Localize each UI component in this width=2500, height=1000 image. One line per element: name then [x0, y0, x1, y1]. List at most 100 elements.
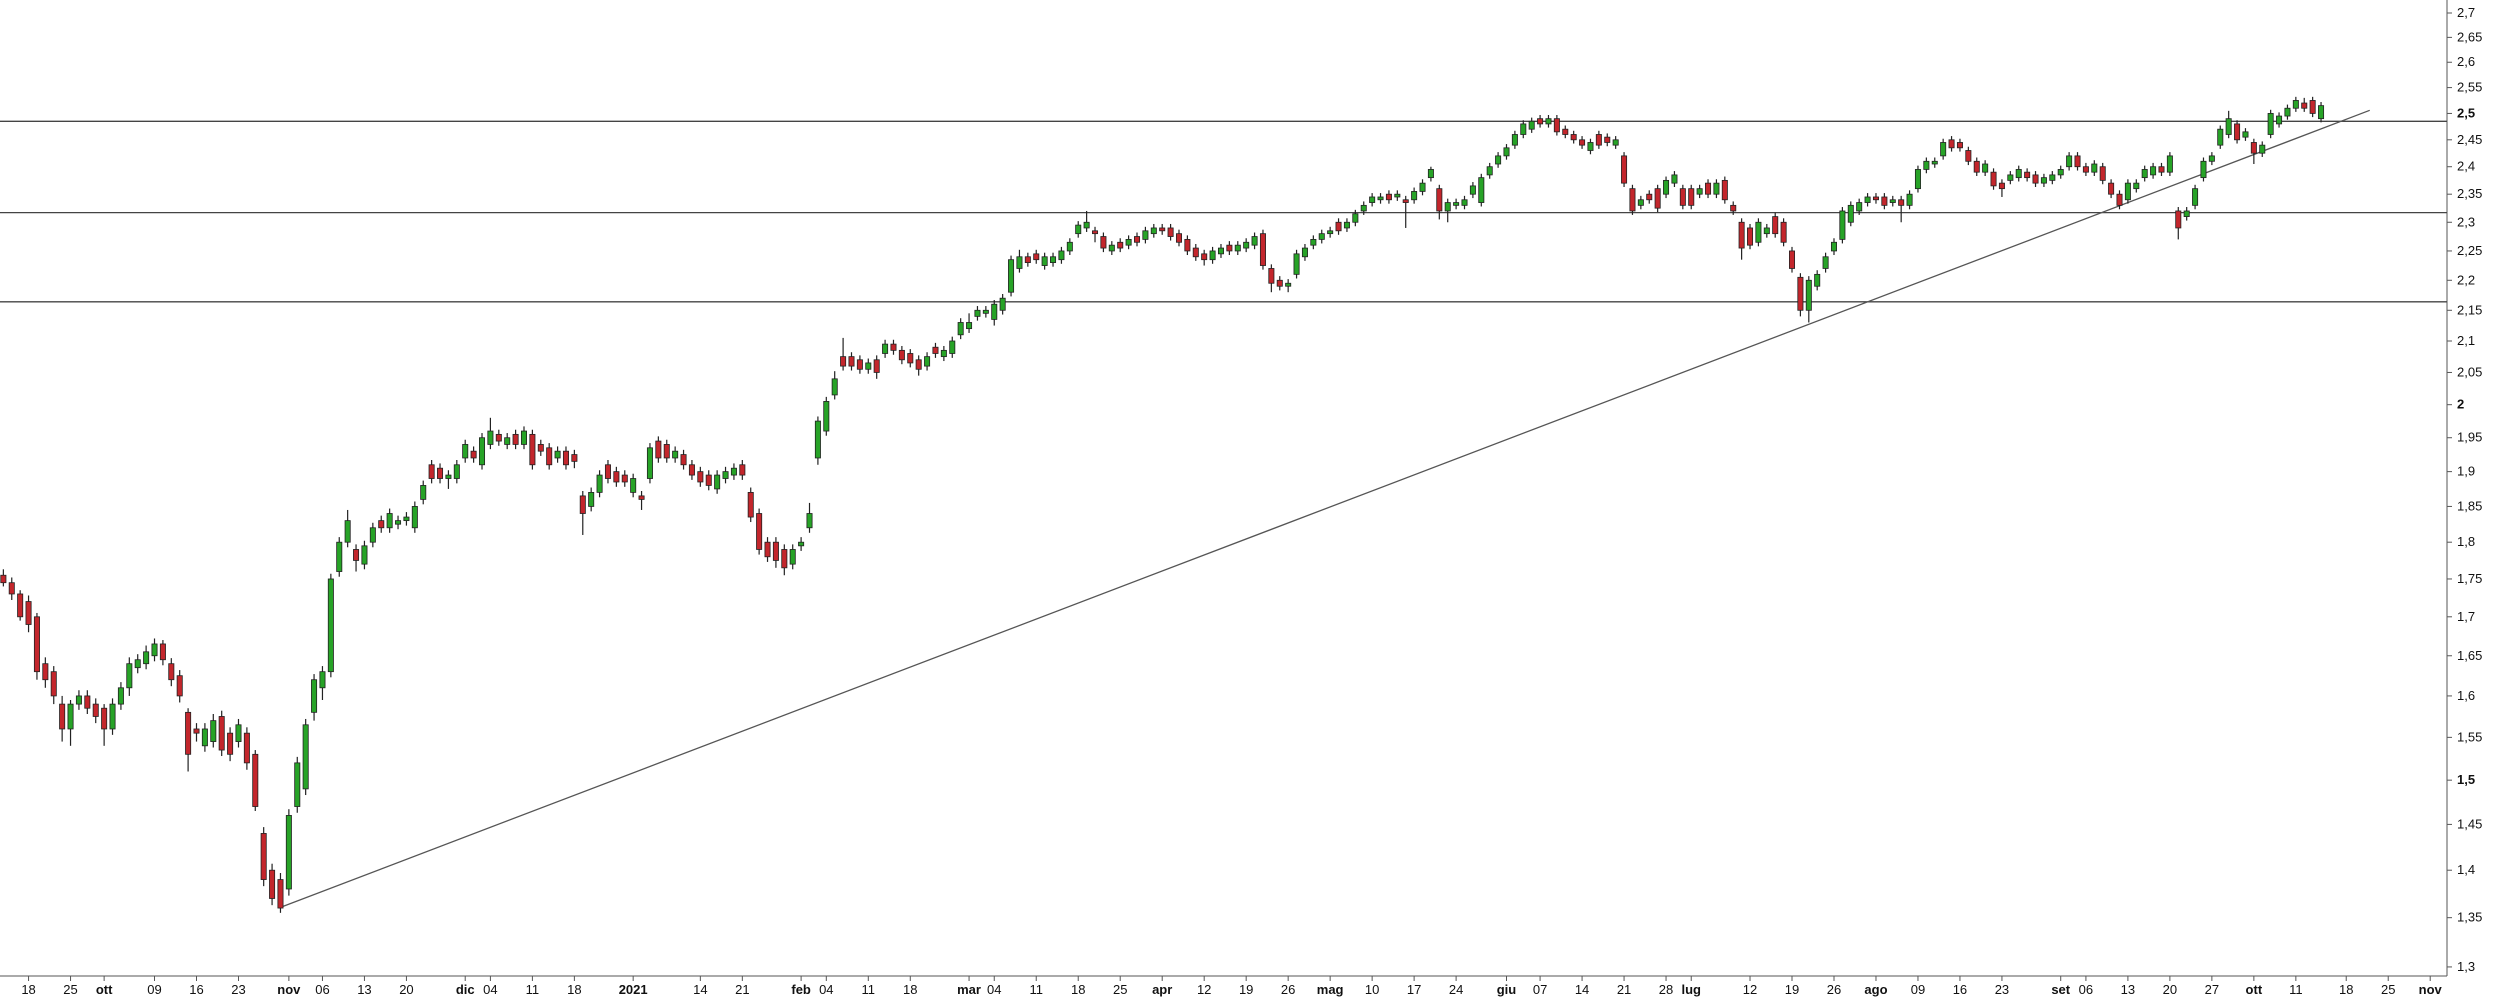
candle-body	[344, 520, 351, 543]
candle-body	[596, 474, 603, 493]
x-tick-label: 11	[862, 982, 876, 997]
candle-body	[1318, 233, 1325, 240]
candle-body	[1637, 199, 1644, 206]
candle-body	[1486, 166, 1493, 176]
candle-body	[243, 732, 250, 764]
candle-body	[1956, 142, 1963, 149]
candle-body	[806, 513, 813, 529]
candle-body	[1990, 171, 1997, 187]
candle-body	[974, 309, 981, 317]
candle-body	[159, 643, 166, 661]
y-tick-label: 2	[2457, 397, 2464, 412]
y-tick-label: 2,65	[2457, 29, 2482, 44]
candle-body	[117, 687, 124, 705]
x-tick-label: 24	[1449, 982, 1463, 997]
candle-body	[2057, 169, 2064, 176]
candle-body	[2259, 144, 2266, 154]
candle-body	[294, 762, 301, 807]
candle-body	[2091, 163, 2098, 173]
x-tick-label: 12	[1743, 982, 1757, 997]
candle-body	[1789, 250, 1796, 269]
candle-body	[1621, 155, 1628, 184]
candle-body	[311, 679, 318, 713]
candle-body	[646, 447, 653, 479]
candle-body	[1545, 118, 1552, 125]
candle-body	[1444, 202, 1451, 212]
x-tick-label: 11	[526, 982, 540, 997]
candle-body	[1083, 221, 1090, 229]
x-tick-label: 04	[483, 982, 497, 997]
candle-body	[2250, 142, 2257, 154]
candle-body	[1511, 134, 1518, 146]
candle-body	[403, 516, 410, 522]
candle-body	[1537, 118, 1544, 125]
candle-body	[1973, 160, 1980, 173]
x-tick-label: 07	[1533, 982, 1547, 997]
y-tick-label: 2,35	[2457, 186, 2482, 201]
candle-body	[2158, 166, 2165, 173]
candle-body	[1360, 204, 1367, 212]
candle-body	[437, 467, 444, 479]
candle-body	[1629, 188, 1636, 212]
candle-body	[8, 582, 15, 595]
x-tick-label: 14	[693, 982, 707, 997]
candle-body	[210, 720, 217, 742]
candle-body	[1705, 182, 1712, 195]
candle-body	[840, 356, 847, 367]
x-tick-label: mar	[957, 982, 981, 997]
candle-body	[2200, 160, 2207, 179]
candle-body	[2141, 169, 2148, 179]
candle-body	[143, 651, 150, 665]
candle-body	[2225, 118, 2232, 135]
x-tick-label: set	[2051, 982, 2070, 997]
candle-body	[604, 464, 611, 479]
x-tick-label: 2021	[619, 982, 648, 997]
candle-body	[1285, 282, 1292, 287]
candle-body	[1167, 227, 1174, 237]
candle-body	[67, 703, 74, 730]
x-tick-label: 20	[2163, 982, 2177, 997]
candle-body	[940, 349, 947, 358]
candle-body	[1579, 139, 1586, 146]
x-tick-label: 09	[147, 982, 161, 997]
candle-body	[571, 454, 578, 462]
candle-body	[1352, 213, 1359, 223]
candle-body	[2099, 166, 2106, 181]
candle-body	[621, 474, 628, 483]
candle-body	[865, 362, 872, 370]
candle-body	[126, 663, 133, 689]
candle-body	[1100, 236, 1107, 249]
candle-body	[2150, 166, 2157, 176]
candle-body	[453, 464, 460, 479]
candle-body	[2208, 155, 2215, 162]
x-tick-label: 18	[2339, 982, 2353, 997]
candle-body	[1931, 160, 1938, 165]
candle-body	[1243, 241, 1250, 249]
y-tick-label: 2,05	[2457, 364, 2482, 379]
candle-body	[1209, 250, 1216, 261]
x-tick-label: 13	[2121, 982, 2135, 997]
candle-body	[1327, 230, 1334, 235]
candle-body	[730, 467, 737, 476]
candle-body	[2292, 100, 2299, 109]
candle-body	[285, 815, 292, 890]
y-tick-label: 1,3	[2457, 959, 2475, 974]
candle-body	[2276, 115, 2283, 125]
candle-body	[1335, 221, 1342, 232]
candle-body	[1343, 221, 1350, 229]
candle-body	[907, 353, 914, 364]
candle-body	[75, 695, 82, 705]
candle-body	[336, 541, 343, 572]
x-tick-label: 23	[1995, 982, 2009, 997]
candle-body	[739, 464, 746, 476]
x-tick-label: 25	[1113, 982, 1127, 997]
candle-body	[2074, 155, 2081, 168]
candle-body	[1780, 221, 1787, 243]
y-tick-label: 1,85	[2457, 498, 2482, 513]
candle-body	[235, 724, 242, 742]
x-tick-label: 25	[63, 982, 77, 997]
candle-body	[924, 356, 931, 367]
candle-body	[2217, 128, 2224, 146]
y-tick-label: 1,75	[2457, 571, 2482, 586]
